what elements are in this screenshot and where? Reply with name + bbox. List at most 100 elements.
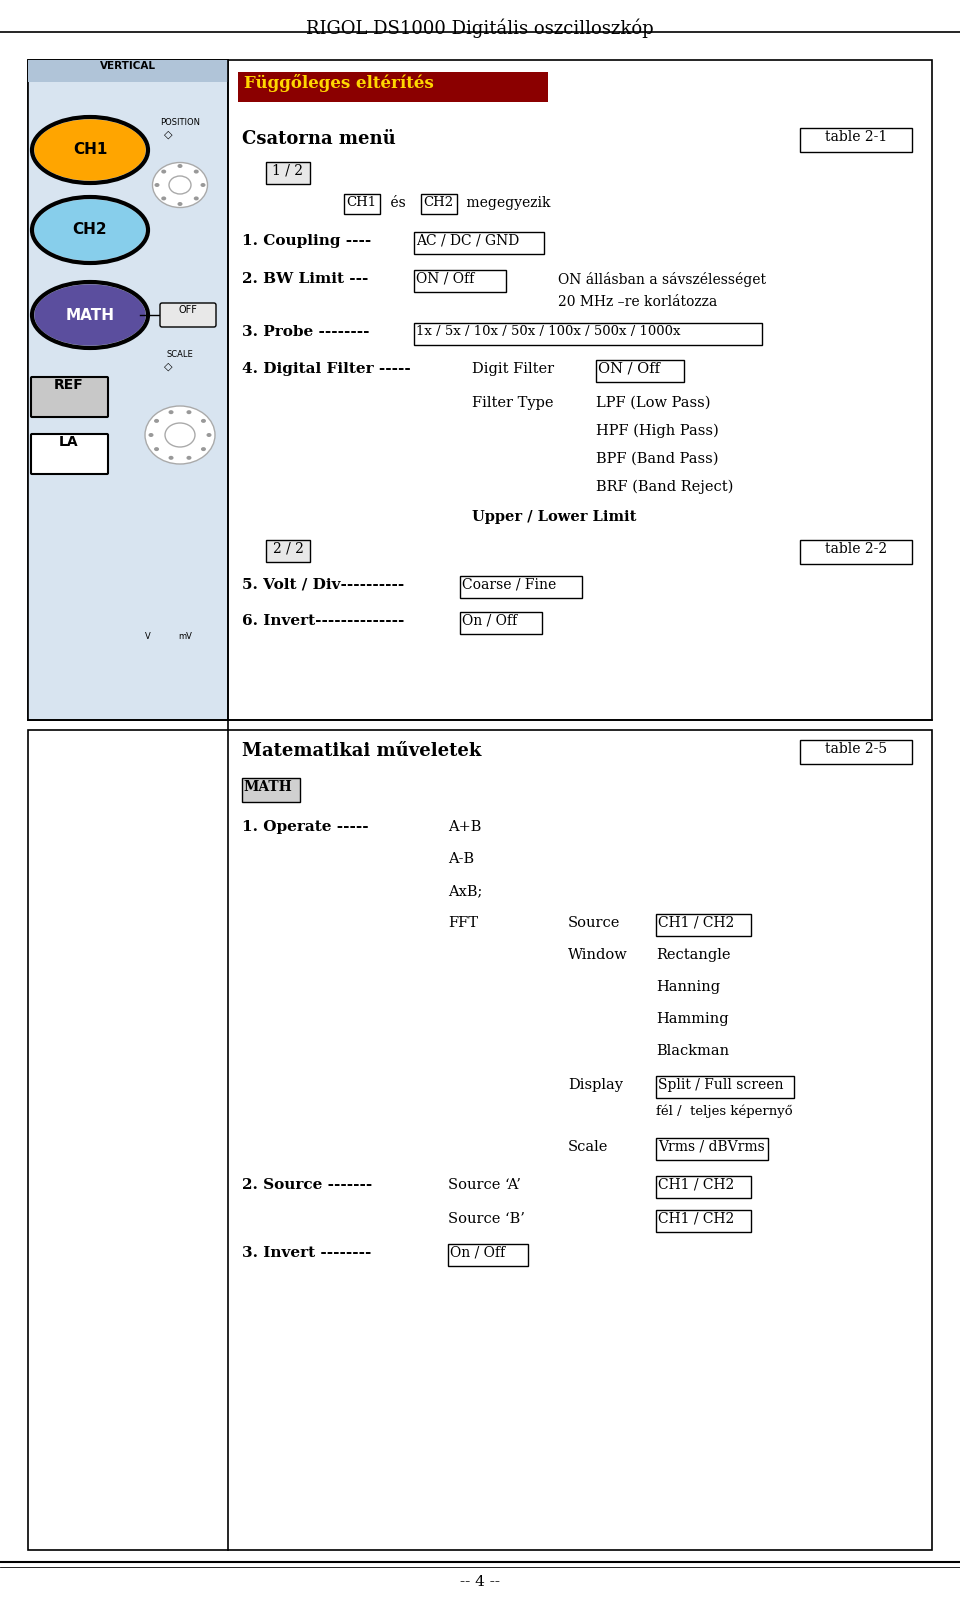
Ellipse shape xyxy=(154,446,159,451)
Text: On / Off: On / Off xyxy=(450,1246,505,1261)
Bar xyxy=(28,59,228,720)
Text: mV: mV xyxy=(178,632,192,642)
Text: ◇: ◇ xyxy=(164,130,172,141)
Ellipse shape xyxy=(161,170,166,173)
Text: FFT: FFT xyxy=(448,915,478,930)
Ellipse shape xyxy=(186,456,191,459)
Text: és: és xyxy=(386,195,410,210)
Bar xyxy=(460,611,542,634)
Text: 2. Source -------: 2. Source ------- xyxy=(242,1178,372,1192)
Text: A+B: A+B xyxy=(448,819,481,834)
Text: 3. Invert --------: 3. Invert -------- xyxy=(242,1246,372,1261)
Text: BPF (Band Pass): BPF (Band Pass) xyxy=(596,451,718,466)
Text: table 2-2: table 2-2 xyxy=(825,542,887,557)
Ellipse shape xyxy=(206,434,211,437)
Bar xyxy=(238,72,548,102)
Text: Source: Source xyxy=(568,915,620,930)
Text: 6. Invert--------------: 6. Invert-------------- xyxy=(242,614,404,627)
Text: 4. Digital Filter -----: 4. Digital Filter ----- xyxy=(242,362,411,376)
Text: megegyezik: megegyezik xyxy=(462,195,550,210)
Bar xyxy=(800,541,912,565)
Text: LA: LA xyxy=(60,435,79,450)
Ellipse shape xyxy=(154,419,159,422)
Bar xyxy=(656,1075,794,1098)
Text: POSITION: POSITION xyxy=(160,118,200,126)
Text: CH2: CH2 xyxy=(73,222,108,237)
Ellipse shape xyxy=(35,200,145,259)
Text: Filter Type: Filter Type xyxy=(472,395,554,410)
Bar xyxy=(28,59,228,82)
Text: Matematikai műveletek: Matematikai műveletek xyxy=(242,742,481,760)
Ellipse shape xyxy=(178,165,182,168)
Text: Csatorna menü: Csatorna menü xyxy=(242,130,396,149)
Text: Rectangle: Rectangle xyxy=(656,947,731,962)
Text: LPF (Low Pass): LPF (Low Pass) xyxy=(596,395,710,410)
Ellipse shape xyxy=(169,410,174,414)
Text: Source ‘A’: Source ‘A’ xyxy=(448,1178,521,1192)
Text: 1. Coupling ----: 1. Coupling ---- xyxy=(242,234,372,248)
Ellipse shape xyxy=(201,182,205,187)
Ellipse shape xyxy=(145,406,215,464)
Text: Display: Display xyxy=(568,1078,623,1091)
Text: 2. BW Limit ---: 2. BW Limit --- xyxy=(242,272,369,286)
Bar xyxy=(448,1245,528,1266)
Bar xyxy=(28,730,932,1550)
Text: HPF (High Pass): HPF (High Pass) xyxy=(596,424,719,438)
Text: 1x / 5x / 10x / 50x / 100x / 500x / 1000x: 1x / 5x / 10x / 50x / 100x / 500x / 1000… xyxy=(416,325,681,338)
Ellipse shape xyxy=(35,285,145,346)
Ellipse shape xyxy=(169,176,191,194)
Ellipse shape xyxy=(35,120,145,179)
Text: Blackman: Blackman xyxy=(656,1043,730,1058)
Text: 1. Operate -----: 1. Operate ----- xyxy=(242,819,369,834)
Bar xyxy=(656,1210,751,1232)
Text: CH1 / CH2: CH1 / CH2 xyxy=(658,1178,734,1192)
Text: Upper / Lower Limit: Upper / Lower Limit xyxy=(472,510,636,525)
Text: OFF: OFF xyxy=(179,306,198,315)
Text: On / Off: On / Off xyxy=(462,614,517,627)
Text: VERTICAL: VERTICAL xyxy=(100,61,156,70)
Bar xyxy=(414,323,762,346)
Ellipse shape xyxy=(153,163,207,208)
Bar xyxy=(266,541,310,562)
Text: MATH: MATH xyxy=(65,307,114,323)
Text: Hamming: Hamming xyxy=(656,1013,729,1026)
Text: Hanning: Hanning xyxy=(656,979,720,994)
Text: table 2-1: table 2-1 xyxy=(825,130,887,144)
FancyBboxPatch shape xyxy=(31,434,108,474)
Text: ON / Off: ON / Off xyxy=(598,362,660,376)
Ellipse shape xyxy=(186,410,191,414)
Text: 5. Volt / Div----------: 5. Volt / Div---------- xyxy=(242,578,404,592)
Ellipse shape xyxy=(149,434,154,437)
Text: CH1 / CH2: CH1 / CH2 xyxy=(658,915,734,930)
Text: CH1: CH1 xyxy=(73,142,108,157)
Text: 20 MHz –re korlátozza: 20 MHz –re korlátozza xyxy=(558,294,717,309)
Text: 3. Probe --------: 3. Probe -------- xyxy=(242,325,370,339)
Bar xyxy=(656,1138,768,1160)
Bar xyxy=(596,360,684,382)
Bar xyxy=(460,576,582,598)
Ellipse shape xyxy=(155,182,159,187)
Text: MATH: MATH xyxy=(243,781,292,794)
Ellipse shape xyxy=(178,202,182,206)
Text: ◇: ◇ xyxy=(164,362,172,371)
Text: 2 / 2: 2 / 2 xyxy=(273,542,303,557)
Ellipse shape xyxy=(161,197,166,200)
Bar xyxy=(800,739,912,765)
Ellipse shape xyxy=(194,170,199,173)
Text: Coarse / Fine: Coarse / Fine xyxy=(462,578,556,592)
Ellipse shape xyxy=(169,456,174,459)
Text: -- 4 --: -- 4 -- xyxy=(460,1574,500,1589)
Text: V: V xyxy=(145,632,151,642)
Text: AxB;: AxB; xyxy=(448,883,482,898)
Text: AC / DC / GND: AC / DC / GND xyxy=(416,234,519,248)
Bar xyxy=(414,232,544,254)
Text: Scale: Scale xyxy=(568,1139,609,1154)
Bar xyxy=(800,128,912,152)
Text: REF: REF xyxy=(54,378,84,392)
Text: fél /  teljes képernyő: fél / teljes képernyő xyxy=(656,1104,793,1117)
Text: RIGOL DS1000 Digitális oszcilloszkóp: RIGOL DS1000 Digitális oszcilloszkóp xyxy=(306,18,654,37)
Ellipse shape xyxy=(165,422,195,446)
Bar xyxy=(421,194,457,214)
Bar xyxy=(266,162,310,184)
FancyBboxPatch shape xyxy=(31,378,108,418)
